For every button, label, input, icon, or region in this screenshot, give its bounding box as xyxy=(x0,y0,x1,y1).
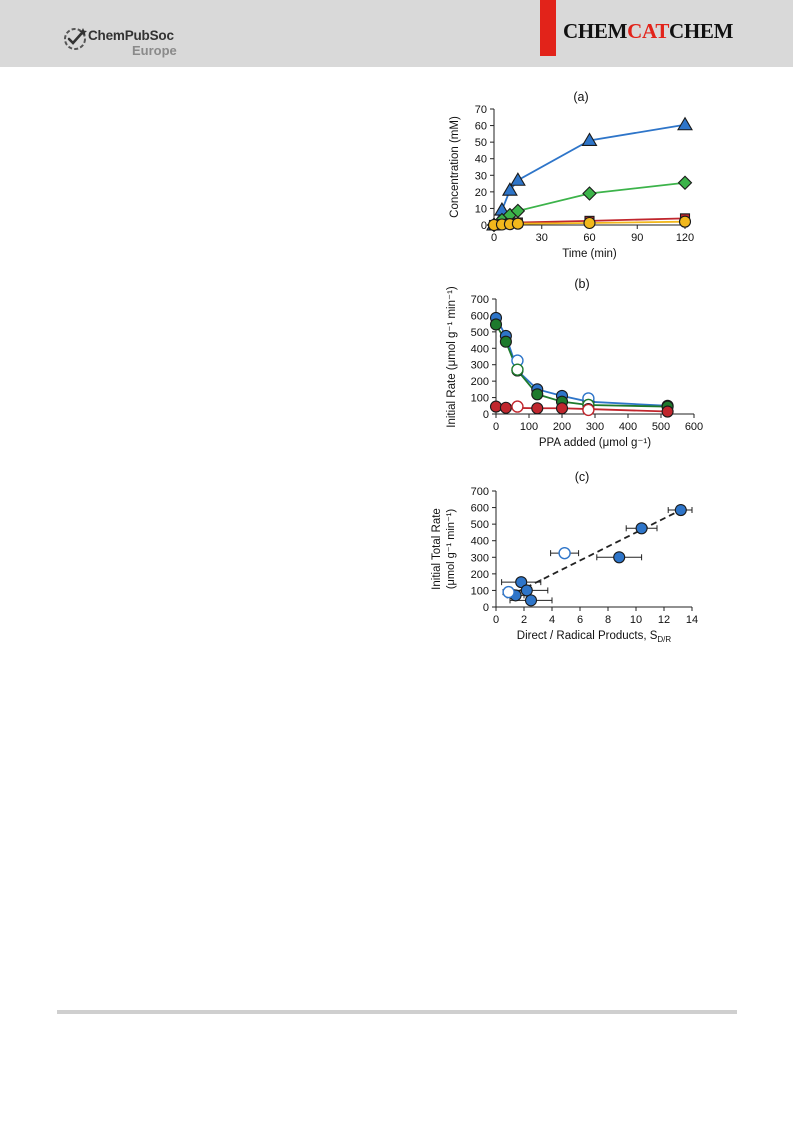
publisher-region: Europe xyxy=(132,43,177,58)
y-tick-label: 40 xyxy=(475,154,487,166)
x-tick-label: 4 xyxy=(549,614,555,626)
y-tick-label: 400 xyxy=(471,536,489,548)
circle-marker xyxy=(613,551,626,564)
circle-marker xyxy=(489,400,503,413)
x-tick-label: 2 xyxy=(521,614,527,626)
publisher-name: ChemPubSoc xyxy=(88,28,174,43)
accent-bar xyxy=(540,0,556,56)
y-tick-label: 700 xyxy=(471,486,489,498)
y-tick-label: 70 xyxy=(475,104,487,116)
x-tick-label: 30 xyxy=(536,232,548,244)
journal-title: CHEMCATCHEM xyxy=(563,19,733,44)
y-tick-label: 600 xyxy=(471,503,489,515)
x-tick-label: 0 xyxy=(493,421,499,433)
triangle-marker xyxy=(677,116,693,131)
x-tick-label: 6 xyxy=(577,614,583,626)
circle-marker xyxy=(520,584,533,597)
x-tick-label: 90 xyxy=(631,232,643,244)
y-tick-label: 30 xyxy=(475,170,487,182)
y-tick-label: 300 xyxy=(471,552,489,564)
x-tick-label: 120 xyxy=(676,232,694,244)
chart-panel-a: (a) 0 10 20 30 40 50 60 70 0 30 60 90 120 Time (min) Co… xyxy=(449,90,694,260)
circle-marker xyxy=(558,546,571,560)
x-tick-label: 10 xyxy=(630,614,642,626)
circle-marker xyxy=(555,402,569,415)
circle-marker xyxy=(499,401,512,414)
circle-marker xyxy=(531,402,544,415)
chart-panel-c: (c) 0 100 200 300 400 500 600 700 0 2 4 6 8 10 12 14 Dire… xyxy=(431,470,698,644)
circle-marker xyxy=(524,594,538,607)
y-axis-label: Concentration (mM) xyxy=(449,116,461,218)
circle-marker xyxy=(661,405,674,418)
circle-marker xyxy=(635,522,648,535)
circle-marker xyxy=(674,504,687,517)
panel-label: (b) xyxy=(574,277,589,291)
y-tick-label: 0 xyxy=(483,409,489,421)
panel-label: (a) xyxy=(573,90,588,104)
footer-divider xyxy=(57,1010,737,1014)
circle-marker xyxy=(678,215,692,228)
x-tick-label: 12 xyxy=(658,614,670,626)
y-tick-label: 400 xyxy=(471,343,489,355)
journal-title-part: CHEM xyxy=(669,19,734,43)
y-axis-label: Initial Total Rate xyxy=(431,508,443,590)
diamond-marker xyxy=(510,203,526,219)
x-tick-label: 0 xyxy=(491,232,497,244)
chart-panel-b: (b) 0 100 200 300 400 500 600 700 0 100 200 300 400 50… xyxy=(446,277,703,449)
journal-title-accent: CAT xyxy=(627,19,670,43)
journal-title-part: CHEM xyxy=(563,19,628,43)
circle-marker xyxy=(515,576,528,589)
x-axis-label: Direct / Radical Products, SD/R xyxy=(517,630,672,644)
circle-marker xyxy=(582,403,595,417)
y-axis-label-units: (μmol g⁻¹ min⁻¹) xyxy=(445,509,457,589)
circle-marker xyxy=(531,388,544,401)
x-tick-label: 300 xyxy=(586,421,604,433)
x-tick-label: 100 xyxy=(520,421,538,433)
y-tick-label: 60 xyxy=(475,121,487,133)
y-tick-label: 500 xyxy=(471,519,489,531)
circle-marker xyxy=(489,318,503,331)
y-tick-label: 500 xyxy=(471,327,489,339)
y-tick-label: 600 xyxy=(471,310,489,322)
y-tick-label: 100 xyxy=(471,585,489,597)
circle-marker xyxy=(499,335,512,348)
x-axis-label: PPA added (μmol g⁻¹) xyxy=(539,437,651,449)
publisher-logo[interactable]: ChemPubSoc Europe xyxy=(62,24,192,60)
x-axis-label: Time (min) xyxy=(562,248,617,260)
triangle-marker xyxy=(509,172,526,186)
y-tick-label: 10 xyxy=(475,203,487,215)
triangle-marker xyxy=(501,182,518,196)
y-tick-label: 50 xyxy=(475,137,487,149)
circle-marker xyxy=(511,217,524,230)
x-tick-label: 60 xyxy=(583,232,595,244)
x-tick-label: 200 xyxy=(553,421,571,433)
triangle-marker xyxy=(581,132,598,147)
x-tick-label: 0 xyxy=(493,614,499,626)
y-tick-label: 200 xyxy=(471,376,489,388)
y-tick-label: 200 xyxy=(471,569,489,581)
x-tick-label: 400 xyxy=(619,421,637,433)
circle-marker xyxy=(583,216,596,230)
diamond-marker xyxy=(677,175,693,191)
y-tick-label: 100 xyxy=(471,393,489,405)
x-tick-label: 600 xyxy=(685,421,703,433)
panel-label: (c) xyxy=(575,470,590,484)
chempubsoc-star-icon xyxy=(64,28,87,50)
y-tick-label: 700 xyxy=(471,294,489,306)
trend-line xyxy=(516,509,682,593)
diamond-marker xyxy=(582,186,597,201)
circle-marker xyxy=(511,363,524,376)
y-tick-label: 0 xyxy=(481,220,487,232)
circle-marker xyxy=(511,400,524,413)
journal-header: ChemPubSoc Europe CHEMCATCHEM xyxy=(0,0,793,67)
x-tick-label: 8 xyxy=(605,614,611,626)
x-tick-label: 14 xyxy=(686,614,698,626)
y-tick-label: 0 xyxy=(483,602,489,614)
y-tick-label: 20 xyxy=(475,187,487,199)
circle-marker xyxy=(502,585,515,599)
y-tick-label: 300 xyxy=(471,360,489,372)
y-axis-label: Initial Rate (μmol g⁻¹ min⁻¹) xyxy=(446,286,458,428)
x-tick-label: 500 xyxy=(652,421,670,433)
